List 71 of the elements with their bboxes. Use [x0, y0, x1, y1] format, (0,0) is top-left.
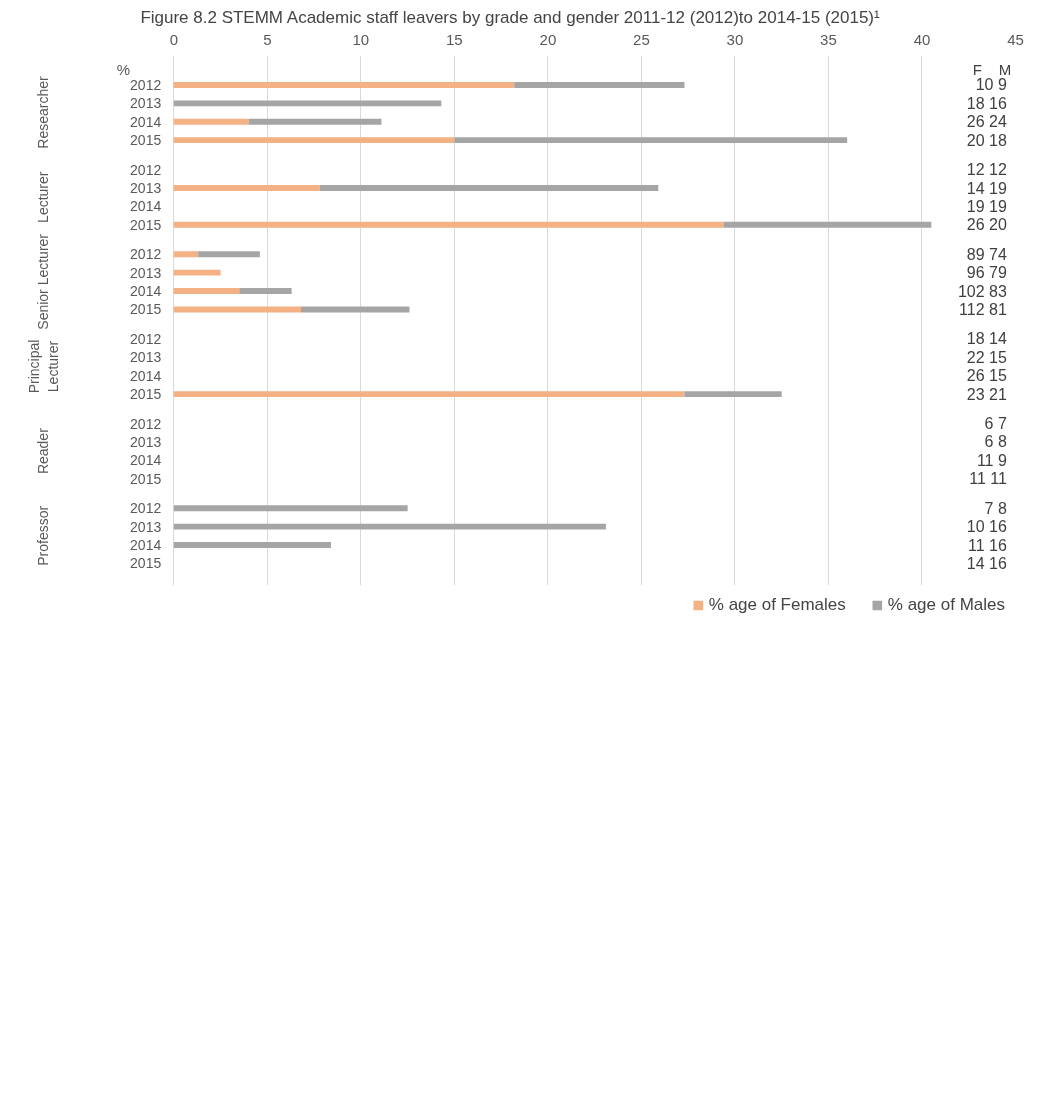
y-tick-label: 2012	[130, 246, 162, 263]
annotation: 22 15	[966, 348, 1007, 366]
y-tick-label: 2014	[130, 198, 162, 215]
annotation: 18 14	[966, 330, 1007, 348]
y-tick-label: 2013	[130, 518, 162, 535]
y-tick-label: 2012	[130, 500, 162, 517]
y-tick-label: 2014	[130, 367, 162, 384]
y-tick-label: 2012	[130, 330, 162, 347]
y-tick-label: 2013	[130, 433, 162, 450]
annotation: 102 83	[957, 282, 1007, 300]
y-tick-label: 2014	[130, 537, 162, 554]
x-tick-label: 45	[1007, 30, 1024, 48]
y-tick-label: 2013	[130, 180, 162, 196]
y-tick-label: 2012	[130, 161, 162, 178]
y-tick-label: 2013	[130, 95, 162, 112]
annotation: 12 12	[966, 161, 1007, 179]
annotation: 20 18	[966, 131, 1007, 149]
annotation: 96 79	[966, 264, 1007, 282]
text: Reader	[35, 427, 52, 475]
annotation: 26 24	[966, 113, 1007, 131]
annotation: 112 81	[959, 300, 1007, 318]
x-tick-label: 30	[726, 30, 744, 48]
chart-title: Figure 8.2 STEMM Academic staff leavers by grade and gender 2011-12 (2012)to 2014-15 (2015)¹	[140, 7, 881, 27]
annotation: F	[972, 60, 982, 78]
annotation: 26 20	[966, 216, 1007, 234]
x-tick-label: 35	[820, 30, 837, 48]
annotation: 6 8	[984, 433, 1007, 451]
x-tick-label: 0	[169, 30, 179, 48]
text: Lecturer	[35, 171, 52, 223]
annotation: 26 15	[966, 367, 1007, 385]
legend-label: % age of Males	[887, 595, 1005, 615]
y-tick-label: 2015	[130, 555, 162, 572]
annotation: 14 16	[966, 554, 1007, 572]
y-tick-label: 2013	[130, 349, 162, 366]
y-tick-label: 2014	[130, 452, 162, 469]
annotation: 89 74	[966, 245, 1007, 263]
x-tick-label: 10	[352, 30, 370, 48]
annotation: 14 19	[966, 179, 1007, 197]
annotation: 11 16	[967, 536, 1007, 554]
x-axis-title: %	[116, 60, 131, 78]
y-tick-label: 2012	[130, 76, 162, 93]
y-tick-label: 2014	[130, 113, 162, 130]
annotation: 18 16	[966, 94, 1007, 112]
text: Researcher	[35, 76, 52, 149]
text: Senior Lecturer	[35, 233, 52, 330]
x-tick-label: 15	[446, 30, 463, 48]
y-tick-label: 2015	[130, 301, 162, 318]
x-tick-label: 20	[539, 30, 557, 48]
annotation: 11 11	[969, 470, 1007, 488]
annotation: 6 7	[984, 415, 1007, 433]
y-tick-label: 2013	[130, 264, 162, 281]
y-tick-label: 2014	[130, 283, 162, 300]
annotation: 19 19	[966, 197, 1007, 215]
text: Professor	[35, 505, 52, 566]
text: Principal	[25, 339, 42, 394]
legend-label: % age of Females	[708, 595, 846, 615]
annotation: 10 16	[966, 518, 1007, 536]
y-tick-label: 2015	[130, 132, 162, 149]
x-tick-label: 5	[263, 30, 272, 48]
annotation: 11 9	[976, 451, 1007, 469]
y-tick-label: 2015	[130, 216, 162, 233]
text: Lecturer	[44, 340, 61, 393]
annotation: M	[998, 60, 1012, 78]
annotation: 7 8	[984, 499, 1007, 517]
annotation: 23 21	[966, 385, 1007, 403]
x-tick-label: 40	[913, 30, 931, 48]
annotation: 10 9	[975, 76, 1007, 94]
y-tick-label: 2012	[130, 415, 162, 432]
y-tick-label: 2015	[130, 470, 162, 487]
x-tick-label: 25	[633, 30, 650, 48]
y-tick-label: 2015	[130, 386, 162, 403]
